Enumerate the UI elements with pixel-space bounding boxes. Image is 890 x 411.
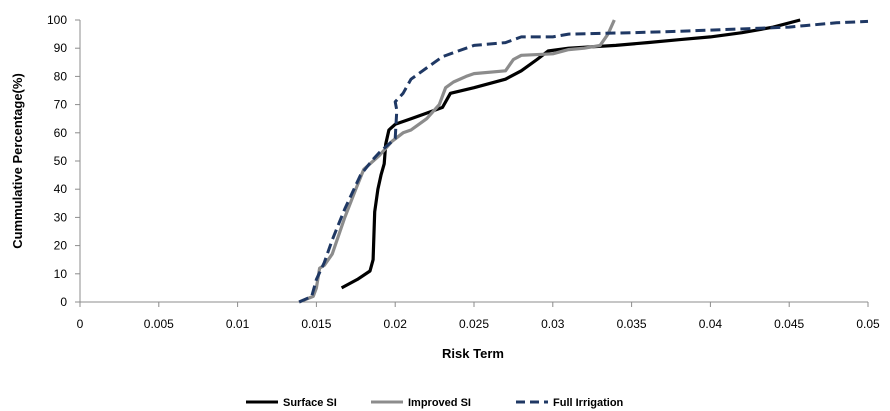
y-tick-label: 60 bbox=[54, 126, 68, 140]
y-tick-label: 40 bbox=[54, 182, 68, 196]
y-axis-title: Cummulative Percentage(%) bbox=[10, 73, 25, 249]
legend-label-surface-si: Surface SI bbox=[283, 397, 337, 409]
y-tick-label: 0 bbox=[60, 295, 67, 309]
y-tick-label: 10 bbox=[54, 267, 68, 281]
x-tick-label: 0.05 bbox=[856, 317, 880, 331]
x-tick-label: 0.03 bbox=[541, 317, 565, 331]
series-line-full-irrigation bbox=[298, 19, 869, 304]
y-tick-label: 50 bbox=[54, 154, 68, 168]
x-tick-label: 0.02 bbox=[384, 317, 408, 331]
legend: Surface SI Improved SI Full Irrigation bbox=[246, 397, 624, 409]
legend-label-full-irrigation: Full Irrigation bbox=[553, 397, 624, 409]
y-tick-label: 90 bbox=[54, 41, 68, 55]
y-tick-label: 70 bbox=[54, 98, 68, 112]
x-axis-title: Risk Term bbox=[442, 346, 504, 361]
x-tick-label: 0.025 bbox=[459, 317, 489, 331]
x-tick-label: 0.035 bbox=[617, 317, 647, 331]
x-tick-label: 0.005 bbox=[144, 317, 174, 331]
series-line-surface-si bbox=[340, 18, 801, 290]
axes bbox=[79, 20, 868, 303]
x-tick-label: 0.01 bbox=[226, 317, 250, 331]
y-tick-label: 20 bbox=[54, 239, 68, 253]
x-tick-label: 0 bbox=[77, 317, 84, 331]
x-tick-label: 0.015 bbox=[301, 317, 331, 331]
series-layer bbox=[298, 18, 869, 304]
y-tick-label: 80 bbox=[54, 69, 68, 83]
series-line-improved-si bbox=[298, 19, 616, 304]
x-tick-label: 0.045 bbox=[774, 317, 804, 331]
y-tick-label: 100 bbox=[47, 13, 67, 27]
legend-label-improved-si: Improved SI bbox=[408, 397, 471, 409]
y-ticks: 0 10 20 30 40 50 60 70 80 90 100 bbox=[47, 13, 80, 309]
x-tick-label: 0.04 bbox=[699, 317, 723, 331]
y-tick-label: 30 bbox=[54, 210, 68, 224]
x-ticks: 0 0.005 0.01 0.015 0.02 0.025 0.03 0.035 0.04 0.0… bbox=[77, 302, 880, 331]
